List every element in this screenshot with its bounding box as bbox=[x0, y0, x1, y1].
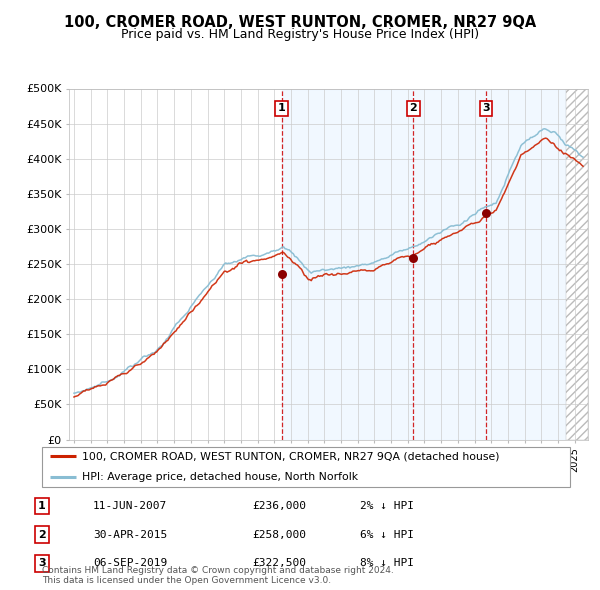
Text: Price paid vs. HM Land Registry's House Price Index (HPI): Price paid vs. HM Land Registry's House … bbox=[121, 28, 479, 41]
Text: 2: 2 bbox=[38, 530, 46, 539]
Bar bbox=[566, 88, 588, 440]
Text: 2: 2 bbox=[409, 103, 417, 113]
Text: 6% ↓ HPI: 6% ↓ HPI bbox=[360, 530, 414, 539]
Text: 1: 1 bbox=[278, 103, 286, 113]
Text: 30-APR-2015: 30-APR-2015 bbox=[93, 530, 167, 539]
Text: 100, CROMER ROAD, WEST RUNTON, CROMER, NR27 9QA: 100, CROMER ROAD, WEST RUNTON, CROMER, N… bbox=[64, 15, 536, 30]
Text: £236,000: £236,000 bbox=[252, 501, 306, 510]
Text: 8% ↓ HPI: 8% ↓ HPI bbox=[360, 559, 414, 568]
Text: 2% ↓ HPI: 2% ↓ HPI bbox=[360, 501, 414, 510]
Text: 06-SEP-2019: 06-SEP-2019 bbox=[93, 559, 167, 568]
Text: £322,500: £322,500 bbox=[252, 559, 306, 568]
Text: 3: 3 bbox=[38, 559, 46, 568]
FancyBboxPatch shape bbox=[42, 447, 570, 487]
Text: Contains HM Land Registry data © Crown copyright and database right 2024.
This d: Contains HM Land Registry data © Crown c… bbox=[42, 566, 394, 585]
Text: 100, CROMER ROAD, WEST RUNTON, CROMER, NR27 9QA (detached house): 100, CROMER ROAD, WEST RUNTON, CROMER, N… bbox=[82, 451, 499, 461]
Text: 3: 3 bbox=[482, 103, 490, 113]
Bar bbox=[281, 88, 566, 440]
Text: £258,000: £258,000 bbox=[252, 530, 306, 539]
Text: 1: 1 bbox=[38, 501, 46, 510]
Text: 11-JUN-2007: 11-JUN-2007 bbox=[93, 501, 167, 510]
Text: HPI: Average price, detached house, North Norfolk: HPI: Average price, detached house, Nort… bbox=[82, 472, 358, 482]
